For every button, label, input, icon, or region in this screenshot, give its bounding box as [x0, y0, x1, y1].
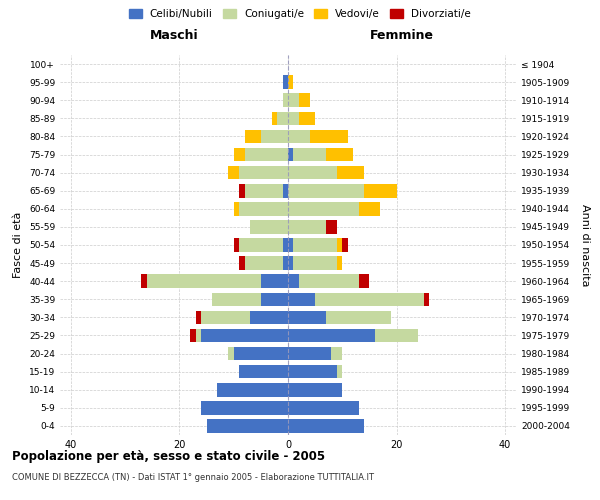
Bar [283, 94, 288, 107]
Text: Maschi: Maschi [149, 30, 199, 43]
Bar [288, 274, 299, 288]
Bar [326, 148, 353, 162]
Bar [239, 238, 283, 252]
Bar [288, 202, 359, 215]
Bar [337, 238, 342, 252]
Bar [293, 238, 337, 252]
Bar [250, 220, 288, 234]
Bar [359, 202, 380, 215]
Bar [288, 401, 359, 414]
Bar [342, 238, 348, 252]
Bar [239, 256, 245, 270]
Bar [315, 292, 424, 306]
Bar [245, 148, 288, 162]
Bar [245, 130, 261, 143]
Bar [288, 292, 315, 306]
Bar [288, 383, 342, 396]
Y-axis label: Fasce di età: Fasce di età [13, 212, 23, 278]
Bar [201, 401, 288, 414]
Bar [206, 419, 288, 432]
Bar [288, 166, 337, 179]
Bar [261, 274, 288, 288]
Bar [239, 166, 288, 179]
Bar [288, 419, 364, 432]
Bar [261, 130, 288, 143]
Bar [234, 202, 239, 215]
Bar [283, 256, 288, 270]
Bar [239, 202, 288, 215]
Bar [228, 347, 234, 360]
Bar [234, 238, 239, 252]
Bar [283, 76, 288, 89]
Text: Popolazione per età, sesso e stato civile - 2005: Popolazione per età, sesso e stato civil… [12, 450, 325, 463]
Y-axis label: Anni di nascita: Anni di nascita [580, 204, 590, 286]
Bar [272, 112, 277, 125]
Bar [293, 256, 337, 270]
Bar [288, 76, 293, 89]
Bar [337, 256, 342, 270]
Bar [245, 256, 283, 270]
Bar [288, 220, 326, 234]
Bar [250, 310, 288, 324]
Bar [283, 238, 288, 252]
Bar [288, 148, 293, 162]
Bar [190, 328, 196, 342]
Bar [142, 274, 147, 288]
Bar [196, 328, 201, 342]
Bar [288, 365, 337, 378]
Bar [364, 184, 397, 198]
Bar [228, 166, 239, 179]
Bar [310, 130, 348, 143]
Bar [147, 274, 261, 288]
Legend: Celibi/Nubili, Coniugati/e, Vedovi/e, Divorziati/e: Celibi/Nubili, Coniugati/e, Vedovi/e, Di… [125, 5, 475, 24]
Bar [239, 184, 245, 198]
Bar [299, 112, 315, 125]
Bar [239, 365, 288, 378]
Bar [288, 184, 364, 198]
Bar [196, 310, 201, 324]
Text: COMUNE DI BEZZECCA (TN) - Dati ISTAT 1° gennaio 2005 - Elaborazione TUTTITALIA.I: COMUNE DI BEZZECCA (TN) - Dati ISTAT 1° … [12, 472, 374, 482]
Bar [234, 148, 245, 162]
Bar [288, 238, 293, 252]
Bar [245, 184, 283, 198]
Bar [299, 94, 310, 107]
Bar [201, 310, 250, 324]
Bar [288, 347, 331, 360]
Bar [277, 112, 288, 125]
Bar [283, 184, 288, 198]
Text: Femmine: Femmine [370, 30, 434, 43]
Bar [288, 310, 326, 324]
Bar [424, 292, 429, 306]
Bar [288, 328, 375, 342]
Bar [288, 94, 299, 107]
Bar [331, 347, 342, 360]
Bar [288, 130, 310, 143]
Bar [288, 256, 293, 270]
Bar [337, 365, 342, 378]
Bar [212, 292, 261, 306]
Bar [288, 112, 299, 125]
Bar [234, 347, 288, 360]
Bar [217, 383, 288, 396]
Bar [326, 220, 337, 234]
Bar [299, 274, 359, 288]
Bar [337, 166, 364, 179]
Bar [375, 328, 418, 342]
Bar [359, 274, 370, 288]
Bar [293, 148, 326, 162]
Bar [326, 310, 391, 324]
Bar [261, 292, 288, 306]
Bar [201, 328, 288, 342]
